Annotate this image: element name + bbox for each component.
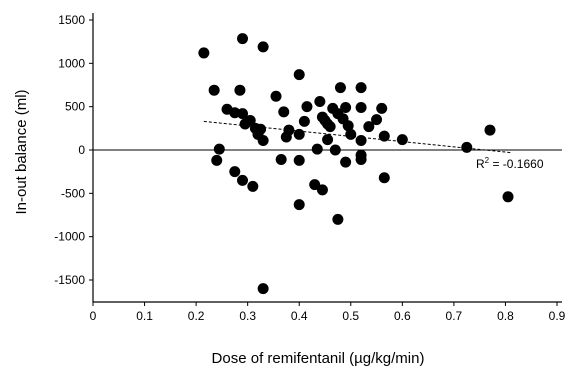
data-point — [275, 154, 287, 166]
data-point — [334, 82, 346, 94]
data-point — [484, 124, 496, 136]
data-point — [342, 120, 354, 132]
data-point — [229, 166, 241, 178]
data-point — [237, 174, 249, 186]
trendline — [203, 120, 511, 154]
data-point — [378, 172, 390, 184]
data-point — [293, 69, 305, 81]
y-tick-label: -500 — [61, 186, 85, 200]
x-tick-label: 0.6 — [394, 309, 411, 323]
data-point — [213, 143, 225, 155]
data-point — [270, 90, 282, 102]
data-point — [345, 128, 357, 140]
data-point — [244, 115, 256, 127]
data-point — [340, 156, 352, 168]
data-point — [371, 114, 383, 126]
data-point — [234, 84, 246, 96]
y-tick-label: -1000 — [54, 230, 85, 244]
data-point — [378, 130, 390, 142]
data-point — [311, 143, 323, 155]
data-point — [363, 121, 375, 133]
data-point — [255, 123, 267, 135]
y-tick-label: 500 — [65, 100, 85, 114]
data-point — [355, 134, 367, 146]
x-tick-label: 0.3 — [239, 309, 256, 323]
y-tick-label: 1000 — [58, 56, 85, 70]
data-point — [376, 102, 388, 114]
data-point — [208, 84, 220, 96]
data-points — [198, 33, 514, 295]
data-point — [257, 134, 269, 146]
x-tick-label: 0.9 — [549, 309, 566, 323]
data-point — [293, 154, 305, 166]
y-axis-title: In-out balance (ml) — [13, 89, 30, 214]
data-point — [257, 283, 269, 295]
x-tick-label: 0.5 — [342, 309, 359, 323]
data-point — [314, 95, 326, 107]
data-point — [324, 121, 336, 133]
data-point — [355, 154, 367, 166]
y-ticks: 1500 1000 500 0 -500 -1000 -1500 — [54, 13, 93, 287]
data-point — [332, 213, 344, 225]
data-point — [301, 101, 313, 113]
x-tick-label: 0 — [90, 309, 97, 323]
data-point — [198, 47, 210, 59]
data-point — [316, 184, 328, 196]
data-point — [298, 115, 310, 127]
data-point — [322, 134, 334, 146]
data-point — [237, 108, 249, 120]
x-tick-label: 0.4 — [291, 309, 308, 323]
data-point — [329, 144, 341, 156]
x-ticks: 0 0.1 0.2 0.3 0.4 0.5 0.6 0.7 0.8 0.9 — [90, 302, 566, 323]
x-tick-label: 0.8 — [497, 309, 514, 323]
data-point — [355, 82, 367, 94]
x-tick-label: 0.1 — [136, 309, 153, 323]
data-point — [340, 102, 352, 114]
data-point — [237, 33, 249, 45]
data-point — [502, 191, 514, 203]
y-tick-label: -1500 — [54, 273, 85, 287]
data-point — [247, 180, 259, 192]
y-tick-label: 0 — [78, 143, 85, 157]
data-point — [396, 134, 408, 146]
data-point — [293, 128, 305, 140]
data-point — [211, 154, 223, 166]
data-point — [355, 102, 367, 114]
data-point — [257, 41, 269, 53]
data-point — [461, 141, 473, 153]
x-tick-label: 0.2 — [188, 309, 205, 323]
data-point — [309, 179, 321, 191]
data-point — [293, 199, 305, 211]
x-tick-label: 0.7 — [446, 309, 463, 323]
r-squared-annotation: R2 = -0.1660 — [476, 156, 544, 171]
y-tick-label: 1500 — [58, 13, 85, 27]
data-point — [278, 106, 290, 118]
x-axis-title: Dose of remifentanil (µg/kg/min) — [212, 350, 425, 367]
